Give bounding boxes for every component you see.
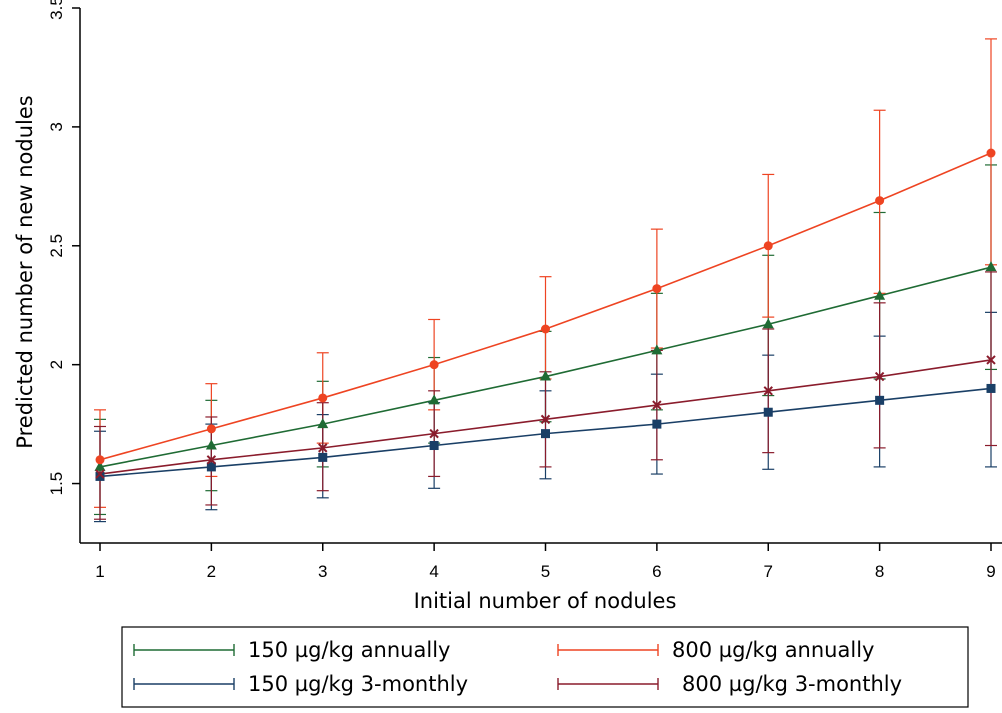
- data-point: [95, 455, 105, 465]
- data-point: [206, 424, 216, 434]
- x-tick-label: 3: [318, 562, 327, 581]
- legend-item: 150 µg/kg 3-monthly: [133, 672, 468, 696]
- data-point: [986, 148, 996, 158]
- data-point: [318, 443, 328, 453]
- y-tick-label: 3.5: [47, 0, 66, 20]
- data-point: [429, 360, 439, 370]
- legend-box: [121, 626, 969, 708]
- y-tick-label: 3: [47, 122, 66, 131]
- data-point: [762, 318, 774, 329]
- data-point: [541, 324, 550, 334]
- data-point: [318, 452, 328, 462]
- data-point-stroke: [763, 386, 773, 396]
- x-tick-label: 2: [207, 562, 216, 581]
- y-tick-label: 2: [47, 360, 66, 369]
- legend-item: 800 µg/kg 3-monthly: [557, 672, 902, 696]
- data-point: [763, 386, 773, 396]
- data-point: [205, 439, 217, 450]
- data-point-stroke: [95, 469, 105, 479]
- data-point: [874, 371, 885, 382]
- series-markers: [94, 148, 997, 481]
- data-point: [874, 289, 886, 300]
- legend-item: 800 µg/kg annually: [557, 638, 874, 662]
- y-tick-label: 1.5: [47, 472, 66, 496]
- data-point: [875, 196, 885, 206]
- data-point: [985, 261, 997, 272]
- data-point: [651, 344, 663, 355]
- data-point-stroke: [429, 428, 439, 439]
- data-point: [428, 394, 440, 405]
- data-point: [94, 460, 106, 471]
- data-point-stroke: [206, 455, 217, 465]
- x-tick-label: 9: [986, 562, 995, 581]
- data-point: [317, 418, 329, 429]
- data-point: [875, 395, 885, 405]
- data-point: [540, 414, 551, 425]
- data-point: [429, 428, 439, 439]
- data-point: [763, 407, 773, 417]
- data-point: [652, 284, 662, 294]
- data-point: [763, 241, 773, 251]
- legend-label: 800 µg/kg 3-monthly: [682, 672, 902, 696]
- data-point: [541, 429, 550, 439]
- legend-item: 150 µg/kg annually: [133, 638, 450, 662]
- x-tick-label: 5: [541, 562, 550, 581]
- x-tick-label: 6: [652, 562, 661, 581]
- x-tick-label: 8: [875, 562, 884, 581]
- data-point: [986, 383, 996, 393]
- y-tick-label: 2.5: [47, 234, 66, 258]
- data-point: [429, 441, 439, 451]
- data-point: [540, 370, 551, 381]
- data-point-stroke: [874, 371, 885, 382]
- axes: 1 2 3 4 5 6 7 8 9 1.5 2 2.5 3 3.5: [47, 0, 1002, 581]
- legend: 150 µg/kg annually 800 µg/kg annually 150 …: [121, 626, 969, 708]
- error-bars: [94, 38, 997, 523]
- data-point: [986, 355, 996, 365]
- data-point-stroke: [652, 400, 662, 410]
- y-axis-title: Predicted number of new nodules: [13, 95, 37, 448]
- x-tick-label: 4: [429, 562, 438, 581]
- data-point: [318, 393, 328, 403]
- data-point: [652, 419, 662, 429]
- legend-label: 150 µg/kg 3-monthly: [248, 672, 468, 696]
- data-point: [206, 462, 216, 472]
- x-tick-label: 1: [95, 562, 104, 581]
- data-point-stroke: [318, 443, 328, 453]
- data-point: [206, 455, 217, 465]
- data-point-stroke: [540, 414, 551, 425]
- legend-label: 800 µg/kg annually: [672, 638, 874, 662]
- data-point: [95, 469, 105, 479]
- legend-label: 150 µg/kg annually: [248, 638, 450, 662]
- data-point: [652, 400, 662, 410]
- x-axis-title: Initial number of nodules: [414, 589, 677, 613]
- data-point: [95, 471, 105, 481]
- x-tick-label: 7: [764, 562, 773, 581]
- data-point-stroke: [986, 355, 996, 365]
